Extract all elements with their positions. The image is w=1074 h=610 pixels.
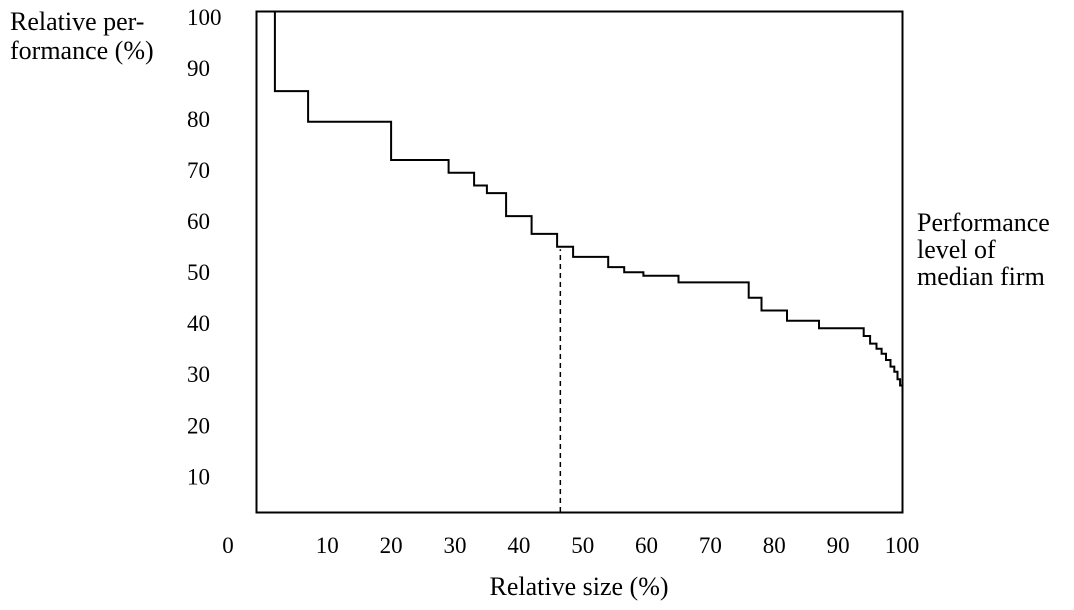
y-axis-title-line-2: formance (%) (10, 36, 154, 65)
y-tick-label-100: 100 (187, 5, 222, 30)
y-axis-title-line-1: Relative per- (10, 7, 144, 36)
x-tick-label-40: 40 (507, 533, 530, 558)
y-tick-label-70: 70 (187, 158, 210, 183)
y-tick-label-80: 80 (187, 107, 210, 132)
x-tick-label-20: 20 (380, 533, 403, 558)
origin-label: 0 (222, 533, 234, 558)
y-tick-label-50: 50 (187, 260, 210, 285)
y-tick-label-40: 40 (187, 311, 210, 336)
y-tick-label-30: 30 (187, 362, 210, 387)
x-axis-ticks: 10 20 30 40 50 60 70 80 90 100 (316, 533, 920, 558)
annotation-line-3: median firm (917, 262, 1045, 291)
x-tick-label-100: 100 (885, 533, 920, 558)
x-tick-label-80: 80 (763, 533, 786, 558)
plot-frame (255, 10, 904, 514)
y-tick-label-20: 20 (187, 413, 210, 438)
annotation-line-1: Performance (917, 208, 1050, 237)
x-tick-label-70: 70 (699, 533, 722, 558)
x-axis-title: Relative size (%) (489, 572, 668, 601)
series-line-performance (273, 12, 902, 387)
annotation-line-2: level of (917, 235, 996, 264)
y-tick-label-60: 60 (187, 209, 210, 234)
y-tick-label-10: 10 (187, 464, 210, 489)
x-tick-label-60: 60 (635, 533, 658, 558)
y-axis-ticks: 10 20 30 40 50 60 70 80 90 100 (187, 5, 222, 489)
x-tick-label-10: 10 (316, 533, 339, 558)
x-tick-label-50: 50 (571, 533, 594, 558)
y-tick-label-90: 90 (187, 56, 210, 81)
x-tick-label-90: 90 (827, 533, 850, 558)
x-tick-label-30: 30 (443, 533, 466, 558)
